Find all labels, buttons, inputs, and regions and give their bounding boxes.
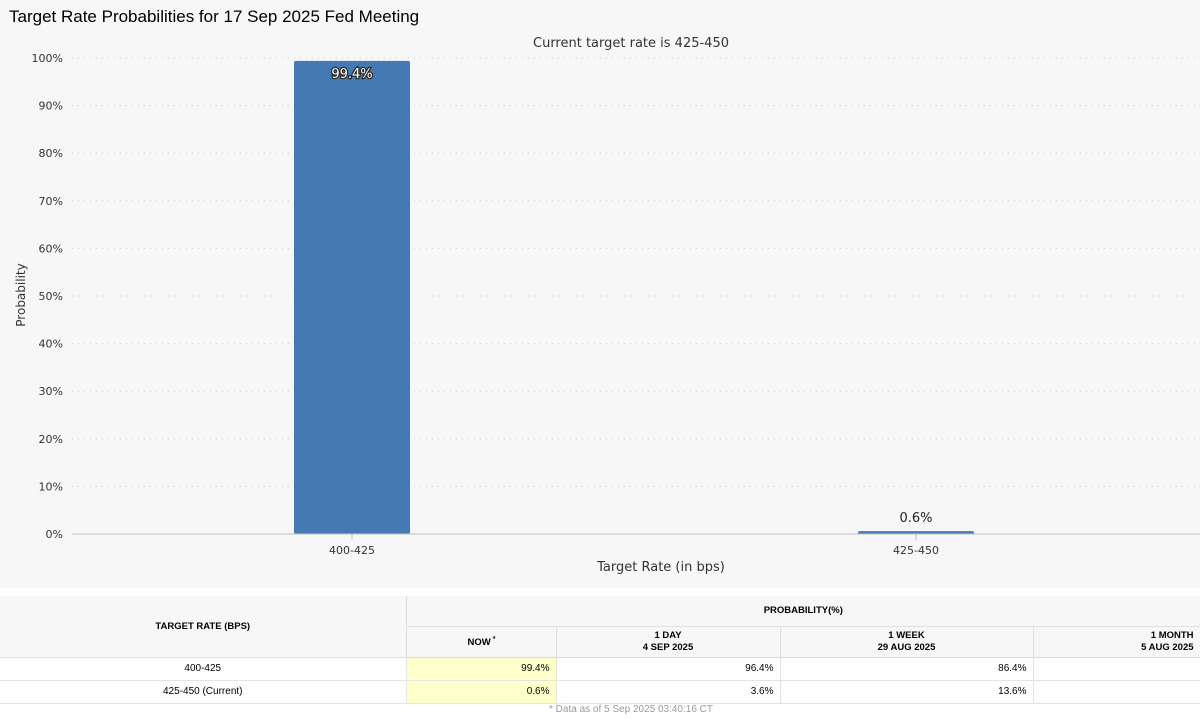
x-tick-label: 425-450 — [893, 544, 939, 557]
y-tick-label: 100% — [32, 52, 63, 65]
target-rate-cell: 400-425 — [0, 657, 407, 681]
bar — [294, 60, 410, 535]
y-axis-ticks: 0% 10% 20% 30% 40% 50% 60% 70% 80% 90% 100% — [32, 52, 63, 541]
page-title: Target Rate Probabilities for 17 Sep 202… — [9, 7, 420, 26]
y-tick-label: 0% — [46, 528, 63, 541]
one-week-header: 1 WEEK 29 AUG 2025 — [780, 626, 1034, 658]
chart-subtitle: Current target rate is 425-450 — [533, 36, 729, 51]
y-tick-label: 30% — [39, 385, 63, 398]
data-label: 0.6% — [899, 511, 932, 526]
y-tick-label: 90% — [39, 100, 63, 113]
grid-lines — [72, 57, 1200, 487]
x-tick-label: 400-425 — [329, 544, 375, 557]
y-tick-label: 50% — [39, 290, 63, 303]
one-week-value-cell: 13.6% — [780, 680, 1034, 704]
data-label: 99.4% — [331, 67, 372, 82]
chart-panel — [0, 0, 1200, 588]
y-axis-title: Probability — [14, 263, 28, 326]
now-header: NOW * — [406, 626, 557, 658]
bar — [858, 531, 974, 534]
bars — [294, 60, 974, 535]
one-week-value-cell: 86.4% — [780, 657, 1034, 681]
data-labels: 99.4% 0.6% — [330, 66, 932, 527]
x-axis-ticks: 400-425 425-450 — [329, 534, 939, 557]
y-tick-label: 10% — [39, 480, 63, 493]
one-month-value-cell — [1033, 680, 1200, 704]
one-day-header: 1 DAY 4 SEP 2025 — [556, 626, 781, 658]
now-value-cell: 99.4% — [406, 657, 557, 681]
probability-bar-chart: 0% 10% 20% 30% 40% 50% 60% 70% 80% 90% 100% 99.4% 0… — [14, 36, 1200, 575]
x-axis-title: Target Rate (in bps) — [596, 560, 725, 575]
one-month-value-cell — [1033, 657, 1200, 681]
y-tick-label: 80% — [39, 147, 63, 160]
y-tick-label: 70% — [39, 195, 63, 208]
one-day-value-cell: 96.4% — [556, 657, 781, 681]
one-day-value-cell: 3.6% — [556, 680, 781, 704]
table-row: 425-450 (Current) 0.6% 3.6% 13.6% — [0, 680, 1200, 704]
target-rate-header: TARGET RATE (BPS) — [0, 596, 407, 658]
data-timestamp-footnote: * Data as of 5 Sep 2025 03:40:16 CT — [549, 704, 713, 715]
now-value-cell: 0.6% — [406, 680, 557, 704]
now-footnote-mark: * — [492, 635, 496, 643]
y-tick-label: 40% — [39, 338, 63, 351]
table-row: 400-425 99.4% 96.4% 86.4% — [0, 657, 1200, 681]
target-rate-cell: 425-450 (Current) — [0, 680, 407, 704]
y-tick-label: 20% — [39, 433, 63, 446]
probability-header: PROBABILITY(%) — [406, 596, 1200, 627]
y-tick-label: 60% — [39, 242, 63, 255]
probability-table: TARGET RATE (BPS) PROBABILITY(%) NOW * 1 … — [0, 596, 1200, 704]
one-month-header: 1 MONTH 5 AUG 2025 — [1033, 626, 1200, 658]
